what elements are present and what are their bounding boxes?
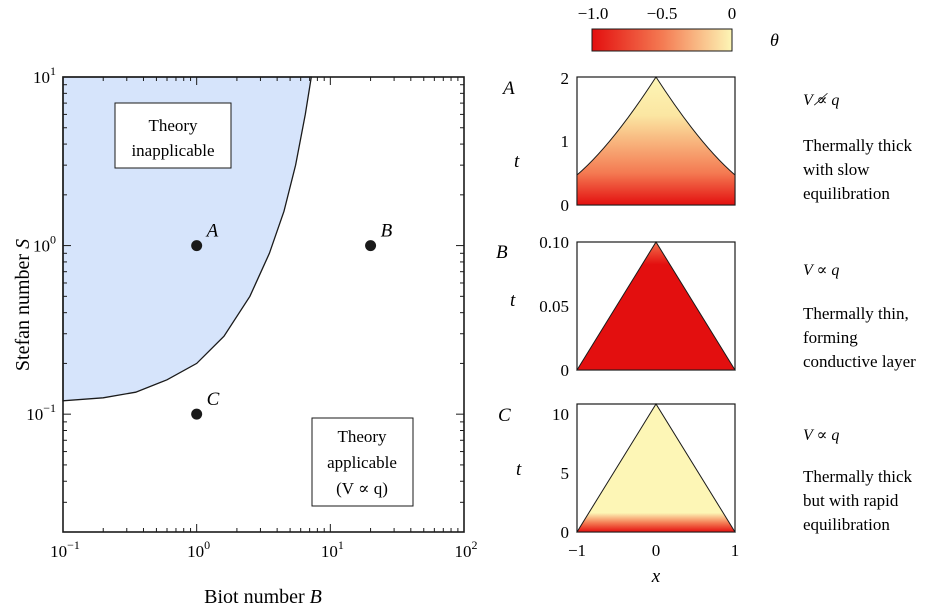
applicable-box xyxy=(311,417,414,507)
panel-a-desc-line: equilibration xyxy=(803,184,890,203)
point-label-c: C xyxy=(207,389,220,410)
panel-a-y-tick: 1 xyxy=(561,132,570,151)
panel-b-desc-line: Thermally thin, xyxy=(803,304,909,323)
colorbar-tick-label: 0 xyxy=(728,4,737,23)
applicable-box-line3: (V ∝ q) xyxy=(336,479,388,498)
panel-a-y-tick: 2 xyxy=(561,69,570,88)
panel-b-y-tick: 0 xyxy=(561,361,570,380)
colorbar-gradient xyxy=(591,28,733,52)
panel-c-desc-line: equilibration xyxy=(803,515,890,534)
panel-c-desc-line: Thermally thick xyxy=(803,467,913,486)
x-label-symbol: B xyxy=(310,586,322,608)
point-c xyxy=(191,408,203,420)
panel-c-y-tick: 10 xyxy=(552,405,569,424)
panel-a-y-tick: 0 xyxy=(561,196,570,215)
panel-c-relation: V ∝ q xyxy=(803,427,839,444)
panel-c-x-label: x xyxy=(651,566,661,587)
panel-b-y-label: t xyxy=(510,290,516,311)
inapplicable-box-line2: inapplicable xyxy=(131,141,214,160)
point-label-b: B xyxy=(381,221,393,242)
panel-a-heatmap xyxy=(576,76,736,206)
panel-a-y-label: t xyxy=(514,151,520,172)
main-x-axis-label: Biot number B xyxy=(204,586,322,608)
point-b xyxy=(365,240,377,252)
point-a xyxy=(191,240,203,252)
panel-c-x-tick: 1 xyxy=(731,541,740,560)
panel-b: B 0.10 0.05 0 t V ∝ q Thermally thin, fo… xyxy=(496,233,916,380)
panel-c-y-tick: 0 xyxy=(561,523,570,542)
panel-c-heatmap xyxy=(576,403,736,533)
panel-b-desc-line: forming xyxy=(803,328,858,347)
x-tick-label: 102 xyxy=(455,538,478,561)
y-tick-label: 10−1 xyxy=(26,401,56,424)
x-label-prefix: Biot number xyxy=(204,586,310,608)
applicable-box-line2: applicable xyxy=(327,453,397,472)
panel-c-desc-line: but with rapid xyxy=(803,491,899,510)
panel-c: C 10 5 0 t −1 0 1 x V ∝ q Thermally thic… xyxy=(498,403,913,587)
y-label-prefix: Stefan number xyxy=(12,249,34,371)
y-tick-label: 100 xyxy=(33,233,56,256)
inapplicable-box xyxy=(114,102,232,169)
panel-c-x-tick: −1 xyxy=(568,541,586,560)
panel-b-relation: V ∝ q xyxy=(803,262,839,279)
main-y-axis-label: Stefan number S xyxy=(12,239,34,371)
panel-c-label: C xyxy=(498,405,511,426)
panel-b-y-tick: 0.10 xyxy=(539,233,569,252)
panel-c-y-tick: 5 xyxy=(561,464,570,483)
panel-a-desc-line: Thermally thick xyxy=(803,136,913,155)
x-tick-label: 101 xyxy=(321,538,344,561)
panel-c-x-tick: 0 xyxy=(652,541,661,560)
panel-b-heatmap xyxy=(576,241,736,371)
colorbar-tick-label: −0.5 xyxy=(647,4,678,23)
main-chart: 10−1 100 101 102 10−1 100 101 Theory inapplica… xyxy=(12,64,478,608)
x-tick-label: 10−1 xyxy=(50,538,80,561)
x-tick-label: 100 xyxy=(187,538,210,561)
applicable-box-line1: Theory xyxy=(337,427,387,446)
panel-b-label: B xyxy=(496,242,508,263)
panel-a: A 2 1 0 t V ∝̸ q Thermally thick with sl… xyxy=(501,69,913,215)
panel-c-y-label: t xyxy=(516,459,522,480)
panel-a-desc-line: with slow xyxy=(803,160,870,179)
inapplicable-box-line1: Theory xyxy=(148,116,198,135)
main-ticks: 10−1 100 101 102 10−1 100 101 xyxy=(26,64,477,561)
panel-a-label: A xyxy=(501,78,515,99)
panel-b-desc-line: conductive layer xyxy=(803,352,916,371)
colorbar-label: θ xyxy=(770,30,779,50)
main-plot-frame xyxy=(62,76,465,533)
y-tick-label: 101 xyxy=(33,64,56,87)
panel-a-relation: V ∝̸ q xyxy=(803,92,839,109)
point-label-a: A xyxy=(205,221,219,242)
colorbar: −1.0 −0.5 0 θ xyxy=(578,4,779,52)
colorbar-tick-label: −1.0 xyxy=(578,4,609,23)
main-points: A B C xyxy=(191,221,393,420)
y-label-symbol: S xyxy=(12,239,34,249)
panel-b-y-tick: 0.05 xyxy=(539,297,569,316)
